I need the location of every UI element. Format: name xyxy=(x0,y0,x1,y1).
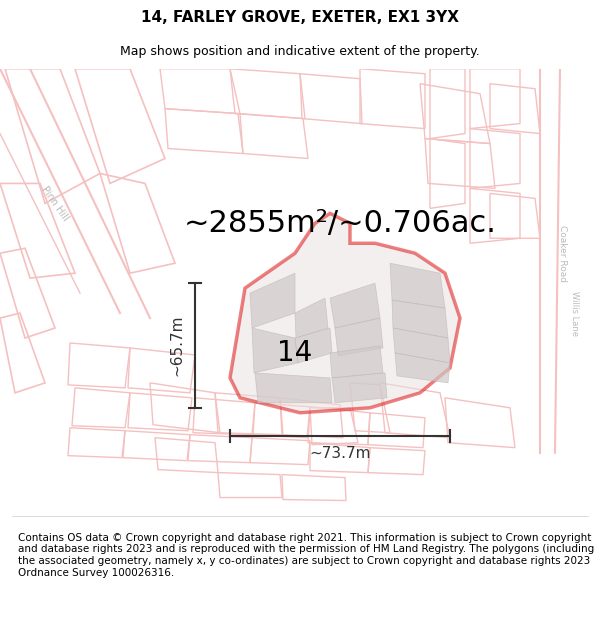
Polygon shape xyxy=(392,300,448,338)
Text: Contains OS data © Crown copyright and database right 2021. This information is : Contains OS data © Crown copyright and d… xyxy=(18,532,594,578)
Text: 14, FARLEY GROVE, EXETER, EX1 3YX: 14, FARLEY GROVE, EXETER, EX1 3YX xyxy=(141,9,459,24)
Polygon shape xyxy=(332,373,387,402)
Text: Map shows position and indicative extent of the property.: Map shows position and indicative extent… xyxy=(120,45,480,58)
Text: ~2855m²/~0.706ac.: ~2855m²/~0.706ac. xyxy=(184,209,496,238)
Polygon shape xyxy=(330,346,383,378)
Polygon shape xyxy=(250,273,295,328)
Polygon shape xyxy=(390,263,445,308)
Polygon shape xyxy=(295,328,332,363)
Polygon shape xyxy=(255,373,332,402)
Text: ~73.7m: ~73.7m xyxy=(309,446,371,461)
Text: ~65.7m: ~65.7m xyxy=(170,315,185,376)
Text: Willis Lane: Willis Lane xyxy=(571,291,580,336)
Polygon shape xyxy=(395,353,450,383)
Text: Pinn Hill: Pinn Hill xyxy=(40,184,70,222)
Polygon shape xyxy=(230,213,460,412)
Text: Coaker Road: Coaker Road xyxy=(559,225,568,282)
Polygon shape xyxy=(330,283,380,328)
Text: 14: 14 xyxy=(277,339,313,367)
Polygon shape xyxy=(252,328,298,373)
Polygon shape xyxy=(393,328,450,363)
Polygon shape xyxy=(335,318,383,356)
Polygon shape xyxy=(295,298,328,338)
